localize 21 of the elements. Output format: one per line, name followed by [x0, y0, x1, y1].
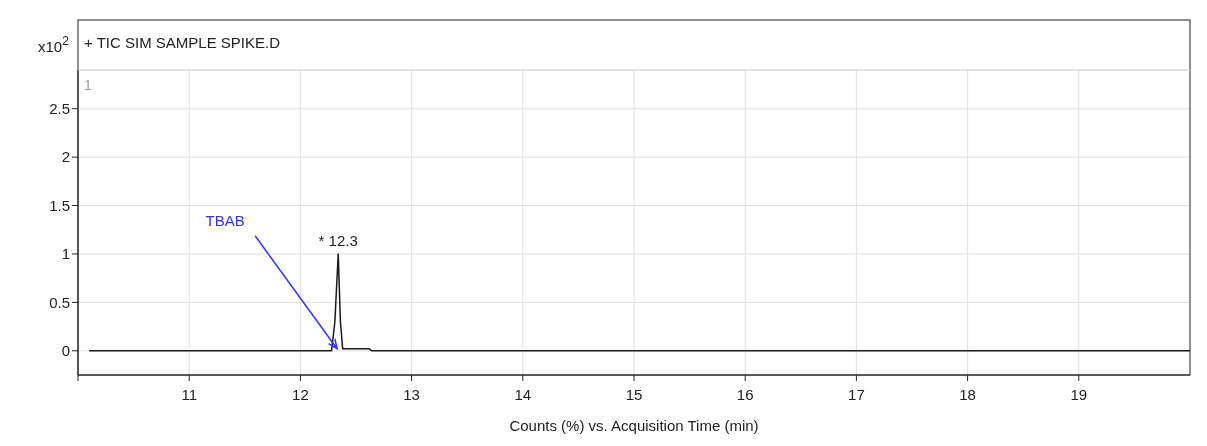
annotation: 1	[84, 77, 92, 93]
y-tick-label: 0	[61, 342, 70, 360]
x-tick-label: 11	[181, 385, 197, 403]
y-tick-label: 2	[61, 148, 70, 166]
x-tick-label: 19	[1070, 385, 1088, 403]
y-tick-label: 1.5	[49, 196, 70, 214]
x-tick-label: 12	[292, 385, 309, 403]
y-tick-label: 2.5	[49, 100, 70, 118]
x-tick-label: 15	[625, 385, 643, 403]
x-tick-label: 14	[514, 385, 532, 403]
chart-title: + TIC SIM SAMPLE SPIKE.D	[84, 34, 281, 51]
annotation: * 12.3	[318, 231, 358, 249]
x-tick-label: 17	[848, 385, 865, 403]
y-tick-label: 1	[61, 245, 70, 263]
x-axis-title: Counts (%) vs. Acquisition Time (min)	[509, 417, 759, 434]
x-tick-label: 13	[403, 385, 420, 403]
x-tick-label: 18	[959, 385, 976, 403]
annotation: TBAB	[205, 211, 245, 229]
y-axis-title: x10$^{2}$	[38, 34, 70, 55]
y-tick-label: 0.5	[49, 293, 70, 311]
x-tick-label: 16	[736, 385, 754, 403]
